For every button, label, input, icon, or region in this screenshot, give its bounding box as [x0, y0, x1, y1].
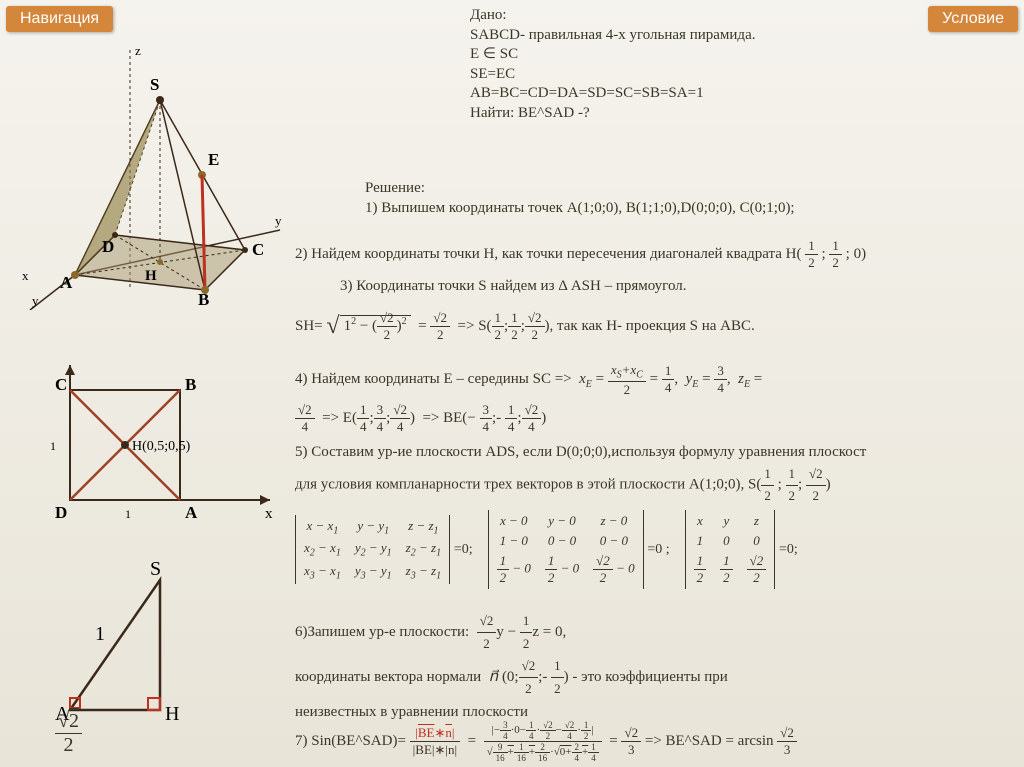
- axis-y-label2: y: [275, 213, 282, 228]
- det-1: x − x1y − y1z − z1 x2 − x1y2 − y1z2 − z1…: [295, 515, 450, 585]
- step-text: 6)Запишем ур-е плоскости:: [295, 624, 469, 640]
- pyramid-3d-diagram: y y z S A B C D E H x: [20, 30, 300, 310]
- tick-label: 1: [50, 439, 56, 453]
- det-3: xyz 100 1212√22: [685, 510, 776, 589]
- label: SH=: [295, 318, 323, 334]
- axis-y-label: y: [32, 293, 39, 308]
- given-line: AB=BC=CD=DA=SD=SC=SB=SA=1: [470, 84, 870, 104]
- fraction: 12: [805, 238, 818, 271]
- step-text: , так как H- проекция S на ABC.: [550, 318, 755, 334]
- determinants: x − x1y − y1z − z1 x2 − x1y2 − y1z2 − z1…: [295, 510, 1024, 589]
- given-line: E ∈ SC: [470, 45, 870, 65]
- step-text: 5) Составим ур-ие плоскости ADS, если D(…: [295, 440, 1024, 464]
- point-h-label: H(0,5;0,5): [132, 439, 191, 454]
- given-line: Найти: BE^SAD -?: [470, 104, 870, 124]
- step-text: 4) Найдем координаты E – середины SC =>: [295, 371, 572, 387]
- step-4b: √24 => E(14;34;√24) => BE(− 34;- 14;√24): [295, 402, 546, 435]
- step-text: 2) Найдем координаты точки H, как точки …: [295, 246, 802, 262]
- given-line: SE=EC: [470, 65, 870, 85]
- vertex-label: D: [55, 503, 67, 522]
- step-4: 4) Найдем координаты E – середины SC => …: [295, 362, 1024, 398]
- given-line: SABCD- правильная 4-х угольная пирамида.: [470, 26, 870, 46]
- step-text: координаты вектора нормали: [295, 669, 481, 685]
- step-text: => BE^SAD = arcsin: [645, 733, 777, 749]
- given-header: Дано:: [470, 6, 870, 26]
- vertex-label: S: [150, 75, 159, 94]
- vertex-label: A: [60, 273, 73, 292]
- navigation-button[interactable]: Навигация: [6, 6, 113, 32]
- tick-label: 1: [125, 507, 131, 521]
- vertex-label: A: [185, 503, 198, 522]
- vertex-label: H: [145, 268, 157, 284]
- given-block: Дано: SABCD- правильная 4-х угольная пир…: [470, 6, 870, 123]
- vertex-label: B: [185, 375, 196, 394]
- det-2: x − 0y − 0z − 0 1 − 00 − 00 − 0 12 − 012…: [488, 510, 644, 589]
- solution-label: Решение:: [365, 180, 425, 197]
- step-text: ; 0): [846, 246, 866, 262]
- step-text: для условия компланарности трех векторов…: [295, 477, 761, 493]
- sqrt2-over-2: √22: [55, 710, 82, 757]
- step-3: 3) Координаты точки S найдем из Δ ASH – …: [340, 278, 687, 295]
- axis-x-label: x: [22, 268, 29, 283]
- vertex-label: D: [102, 237, 114, 256]
- step-5: 5) Составим ур-ие плоскости ADS, если D(…: [295, 440, 1024, 507]
- step-text: - это коэффициенты при: [572, 669, 727, 685]
- fraction: √22: [430, 310, 450, 343]
- step-2: 2) Найдем координаты точки H, как точки …: [295, 238, 1024, 271]
- side-label: 1: [95, 623, 105, 645]
- step-6: 6)Запишем ур-е плоскости: √22y − 12z = 0…: [295, 610, 1024, 726]
- square-2d-diagram: x 1 1 C B D A H(0,5;0,5): [30, 360, 280, 540]
- vertex-label: B: [198, 290, 209, 309]
- vertex-label: C: [55, 375, 67, 394]
- step-1: 1) Выпишем координаты точек A(1;0;0), B(…: [365, 200, 795, 217]
- condition-button[interactable]: Условие: [928, 6, 1018, 32]
- axis-z-label: z: [135, 43, 141, 58]
- fraction: 12: [829, 238, 842, 271]
- axis-x-label: x: [265, 506, 273, 522]
- vertex-label: S: [150, 560, 161, 580]
- step-3-formula: SH= √12 − (√22)2 = √22 => S(12;12;√22), …: [295, 310, 1024, 343]
- vertex-label: E: [208, 150, 219, 169]
- step-text: 7) Sin(BE^SAD)=: [295, 733, 406, 749]
- vertex-label: H: [165, 703, 179, 725]
- step-7: 7) Sin(BE^SAD)= |BE∗n||BE|∗|n| = |−34·0−…: [295, 720, 1024, 763]
- vertex-label: C: [252, 240, 264, 259]
